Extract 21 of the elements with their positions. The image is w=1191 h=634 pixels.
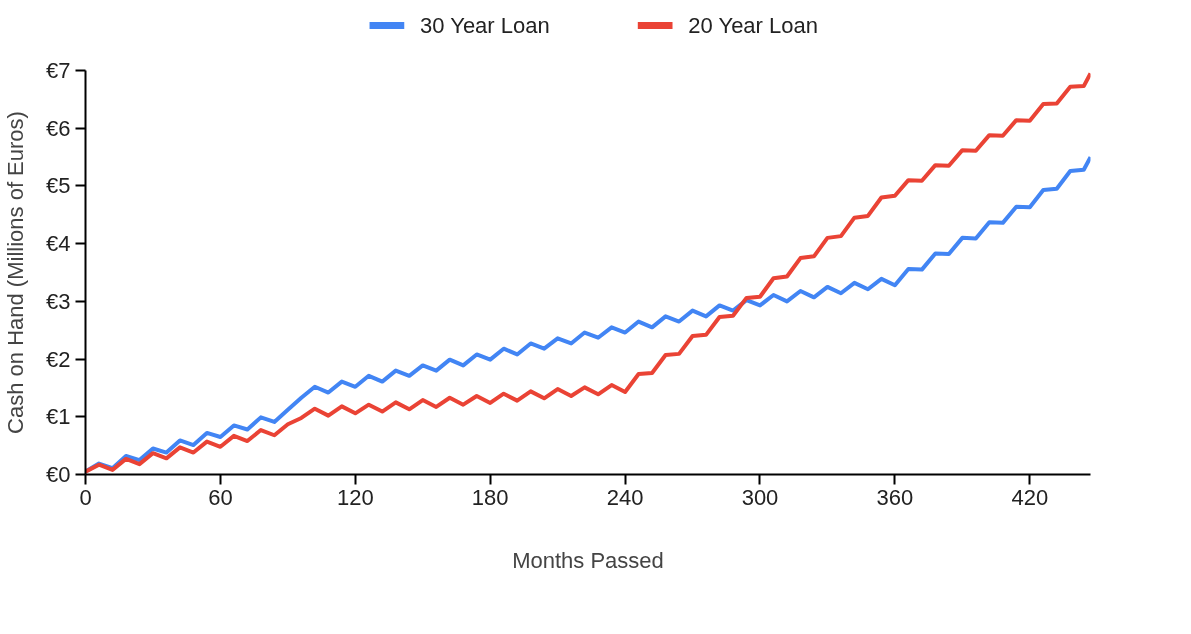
x-tick-label: 420: [1011, 484, 1049, 510]
x-tick-label: 180: [471, 484, 509, 510]
y-tick-label: €5: [46, 173, 71, 199]
x-tick-label: 300: [741, 484, 779, 510]
x-tick-label: 0: [79, 484, 92, 510]
y-tick-label: €7: [46, 58, 71, 83]
y-tick-label: €2: [46, 346, 71, 372]
legend-label: 20 Year Loan: [688, 13, 818, 38]
y-tick-label: €4: [46, 231, 71, 257]
x-tick-label: 360: [876, 484, 914, 510]
legend-label: 30 Year Loan: [420, 13, 550, 38]
x-tick-label: 120: [336, 484, 374, 510]
y-axis-title: Cash on Hand (Millions of Euros): [3, 111, 29, 434]
y-tick-label: €0: [46, 462, 71, 487]
x-tick-label: 60: [208, 484, 233, 510]
y-tick-label: €1: [46, 404, 71, 430]
x-tick-label: 240: [606, 484, 644, 510]
y-tick-label: €6: [46, 115, 71, 141]
line-series: [85, 71, 1091, 474]
y-tick-label: €3: [46, 288, 71, 314]
x-axis-title: Months Passed: [512, 547, 664, 573]
